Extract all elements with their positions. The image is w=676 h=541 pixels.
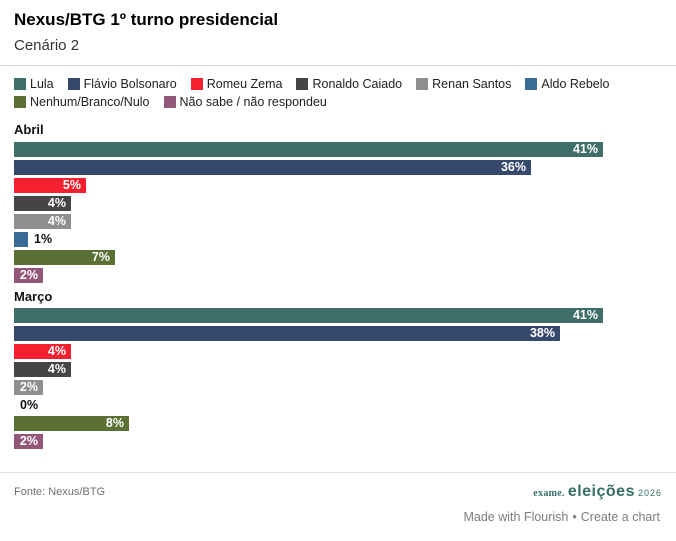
create-a-chart-link[interactable]: Create a chart xyxy=(580,510,660,524)
bar-row: 4% xyxy=(14,195,662,211)
bar-value-label: 2% xyxy=(19,433,38,448)
chart-footer: Fonte: Nexus/BTG exame. eleições 2026 Ma… xyxy=(0,472,676,524)
legend-swatch xyxy=(190,78,203,91)
bar xyxy=(14,177,86,193)
bar-value-label: 4% xyxy=(47,361,66,376)
legend-label: Ronaldo Caiado xyxy=(312,77,403,92)
bar-group: Março 41% 38% 4% 4% 2% 0% 8% 2% xyxy=(14,288,662,449)
bar-value-label: 41% xyxy=(572,141,598,156)
page-subtitle: Cenário 2 xyxy=(14,37,80,55)
bar xyxy=(14,433,43,449)
attribution-separator: • xyxy=(572,510,577,524)
bar-row: 36% xyxy=(14,159,662,175)
legend-swatch xyxy=(14,78,26,91)
bar-row: 4% xyxy=(14,213,662,229)
legend-row-1: Lula Flávio Bolsonaro Romeu Zema Ronaldo Ca… xyxy=(14,77,662,91)
legend-swatch xyxy=(296,78,309,91)
chart-header: Nexus/BTG 1º turno presidencial Cenário … xyxy=(0,0,676,54)
bar-row: 7% xyxy=(14,249,662,265)
logo-year: 2026 xyxy=(637,488,662,498)
bar xyxy=(14,231,28,247)
bar xyxy=(14,361,71,377)
legend-item: Aldo Rebelo xyxy=(525,77,609,91)
legend-item: Lula xyxy=(14,77,54,91)
header-divider xyxy=(0,65,676,67)
bar xyxy=(14,307,603,323)
legend-item: Romeu Zema xyxy=(190,77,283,92)
legend-label: Lula xyxy=(30,77,54,92)
bar-value-label: 4% xyxy=(47,195,66,210)
bar-value-label: 2% xyxy=(19,267,38,282)
bar xyxy=(14,249,115,265)
bar-row: 38% xyxy=(14,325,662,341)
bar-value-label: 4% xyxy=(47,213,66,228)
bar-value-label: 7% xyxy=(91,249,110,264)
bar-value-label: 0% xyxy=(20,397,39,412)
bar-row: 4% xyxy=(14,343,662,359)
bar-row: 41% xyxy=(14,141,662,157)
bar-row: 2% xyxy=(14,267,662,283)
exame-eleicoes-logo: exame. eleições 2026 xyxy=(533,483,662,501)
bar xyxy=(14,343,71,359)
legend-label: Romeu Zema xyxy=(206,77,283,92)
legend-label: Renan Santos xyxy=(432,77,512,92)
legend-swatch xyxy=(67,78,80,91)
legend-item: Nenhum/Branco/Nulo xyxy=(14,95,150,109)
footer-divider xyxy=(0,472,676,473)
flourish-attribution: Made with Flourish • Create a chart xyxy=(0,501,676,524)
legend-item: Renan Santos xyxy=(416,77,511,91)
bar-row: 1% xyxy=(14,231,662,247)
bar xyxy=(14,415,129,431)
bar-value-label: 2% xyxy=(19,379,38,394)
page-title: Nexus/BTG 1º turno presidencial xyxy=(14,10,279,29)
legend-label: Nenhum/Branco/Nulo xyxy=(30,95,150,110)
bar xyxy=(14,267,43,283)
group-label: Março xyxy=(14,288,53,304)
bar xyxy=(14,379,43,395)
bar-value-label: 1% xyxy=(34,231,53,246)
legend-swatch xyxy=(14,96,26,109)
bar xyxy=(14,159,531,175)
made-with-flourish-link[interactable]: Made with Flourish xyxy=(463,510,569,524)
bar-row: 41% xyxy=(14,307,662,323)
bar xyxy=(14,141,603,157)
bar xyxy=(14,325,560,341)
exame-brand: exame. xyxy=(533,488,565,499)
bar-group: Abril 41% 36% 5% 4% 4% 1% 7% 2% xyxy=(14,122,662,283)
bar-chart: Abril 41% 36% 5% 4% 4% 1% 7% 2% Março 41% 38% 4% 4% 2%… xyxy=(0,122,676,449)
legend-label: Não sabe / não respondeu xyxy=(179,95,327,110)
bar-value-label: 4% xyxy=(47,343,66,358)
legend-label: Flávio Bolsonaro xyxy=(83,77,177,92)
legend-item: Ronaldo Caiado xyxy=(296,77,402,91)
group-label: Abril xyxy=(14,122,44,138)
bar-row: 5% xyxy=(14,177,662,193)
legend-swatch xyxy=(525,78,538,91)
legend-swatch xyxy=(416,78,429,91)
eleicoes-wordmark: eleições xyxy=(567,483,635,500)
bar-row: 2% xyxy=(14,433,662,449)
legend-swatch xyxy=(163,96,176,109)
bar-row: 0% xyxy=(14,398,662,413)
legend-item: Não sabe / não respondeu xyxy=(163,95,327,110)
bar xyxy=(14,213,71,229)
bar-value-label: 8% xyxy=(105,415,124,430)
legend-item: Flávio Bolsonaro xyxy=(67,77,177,92)
bar-value-label: 41% xyxy=(572,307,598,322)
bar-value-label: 38% xyxy=(529,325,555,340)
bar xyxy=(14,195,71,211)
bar-row: 8% xyxy=(14,415,662,431)
bar-value-label: 5% xyxy=(62,177,81,192)
legend: Lula Flávio Bolsonaro Romeu Zema Ronaldo Ca… xyxy=(0,66,676,109)
bar-row: 4% xyxy=(14,361,662,377)
legend-row-2: Nenhum/Branco/Nulo Não sabe / não respond… xyxy=(14,95,662,109)
bar-row: 2% xyxy=(14,379,662,395)
source-note: Fonte: Nexus/BTG xyxy=(14,486,106,498)
bar-value-label: 36% xyxy=(500,159,526,174)
legend-label: Aldo Rebelo xyxy=(541,77,610,92)
